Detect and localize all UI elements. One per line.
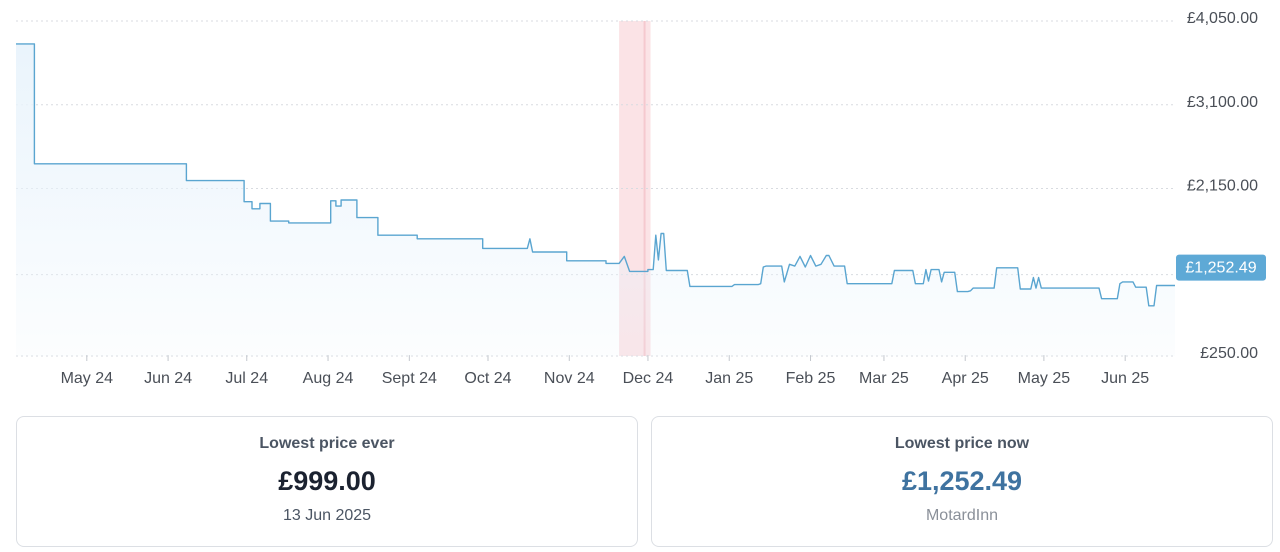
price-line [16, 43, 1175, 307]
lowest-price-ever-date: 13 Jun 2025 [282, 507, 372, 524]
x-tick-label: Feb 25 [786, 370, 836, 387]
x-tick-label: Jul 24 [225, 370, 268, 387]
y-tick-label: £2,150.00 [1187, 178, 1258, 195]
x-tick-label: May 24 [61, 370, 114, 387]
lowest-price-now-value: £1,252.49 [901, 466, 1023, 496]
price-chart-svg: £4,050.00 £3,100.00 £2,150.00 £250.00 May 24… [16, 10, 1266, 387]
current-price-badge [1176, 254, 1266, 281]
x-tick-label: Jan 25 [705, 370, 753, 387]
x-tick-label: Sept 24 [382, 370, 437, 387]
x-tick-label: Oct 24 [464, 370, 511, 387]
x-tick-label: Nov 24 [544, 370, 595, 387]
x-tick-label: Jun 25 [1101, 370, 1149, 387]
lowest-price-now-title: Lowest price now [894, 435, 1030, 452]
x-tick-label: May 25 [1018, 370, 1071, 387]
x-tick-label: Mar 25 [859, 370, 909, 387]
y-tick-label: £3,100.00 [1187, 94, 1258, 111]
x-tick-label: Jun 24 [144, 370, 192, 387]
price-history-chart: £4,050.00 £3,100.00 £2,150.00 £250.00 May 24… [16, 10, 1266, 387]
lowest-price-ever-value: £999.00 [278, 466, 376, 496]
x-tick-label: Aug 24 [303, 370, 354, 387]
current-price-label: £1,252.49 [1185, 260, 1256, 277]
x-tick-label: Apr 25 [942, 370, 989, 387]
lowest-price-now-store: MotardInn [925, 507, 999, 524]
y-tick-label: £250.00 [1200, 345, 1258, 362]
lowest-price-now-card: Lowest price now £1,252.49 MotardInn [651, 416, 1273, 547]
lowest-price-ever-title: Lowest price ever [259, 435, 395, 452]
price-summary-cards: Lowest price ever £999.00 13 Jun 2025 Lo… [16, 416, 1275, 549]
price-area [16, 43, 1175, 357]
x-tick-label: Dec 24 [623, 370, 674, 387]
lowest-price-ever-card: Lowest price ever £999.00 13 Jun 2025 [16, 416, 638, 547]
y-tick-label: £4,050.00 [1187, 10, 1258, 27]
